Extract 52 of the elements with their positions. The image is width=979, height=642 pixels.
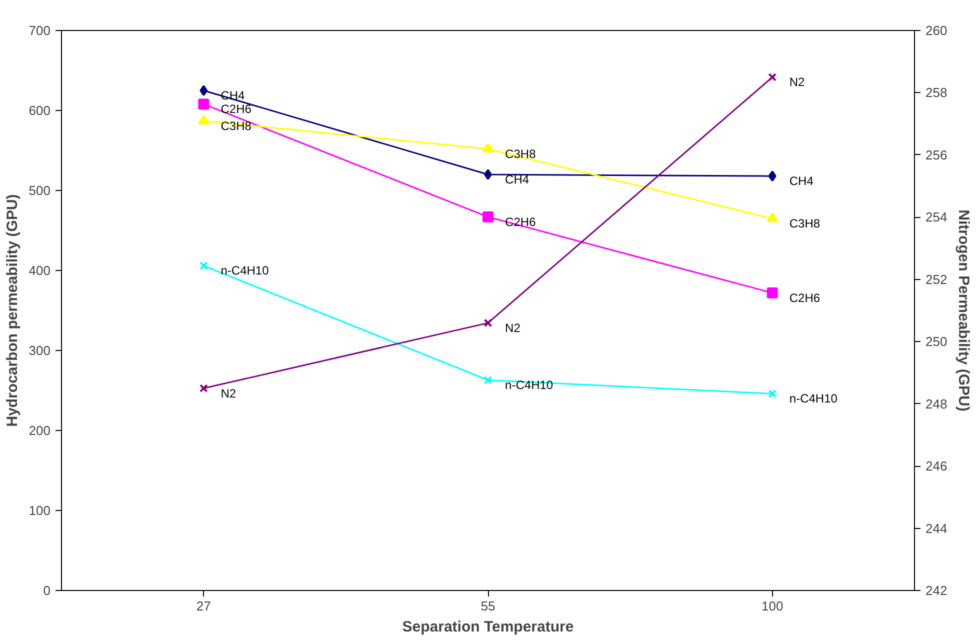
text: N2 bbox=[789, 75, 805, 90]
y-tick-label: 400 bbox=[28, 263, 51, 278]
y2-tick-label: 250 bbox=[926, 334, 948, 350]
y-tick-label: 500 bbox=[28, 183, 51, 198]
x-axis-title: Separation Temperature bbox=[402, 618, 574, 636]
point bbox=[766, 287, 778, 298]
point bbox=[768, 170, 776, 182]
y2-tick-label: 244 bbox=[926, 520, 948, 536]
point bbox=[198, 98, 210, 110]
point bbox=[482, 142, 494, 152]
y2-tick-label: 258 bbox=[926, 85, 948, 100]
point bbox=[768, 72, 777, 82]
text: n-C4H10 bbox=[505, 378, 554, 392]
point bbox=[484, 376, 492, 384]
y2-tick-label: 242 bbox=[926, 583, 948, 598]
text: CH4 bbox=[789, 174, 814, 188]
series-label: n-C4H10 bbox=[220, 264, 270, 278]
point bbox=[484, 169, 492, 180]
y-tick-label: 300 bbox=[28, 343, 51, 358]
y2-tick-label: 248 bbox=[926, 396, 948, 412]
series-label: N2 bbox=[220, 386, 236, 400]
point bbox=[198, 114, 210, 124]
x-tick-label: 100 bbox=[761, 598, 784, 614]
y-tick-label: 600 bbox=[28, 103, 51, 118]
text: C2H6 bbox=[789, 290, 820, 305]
y2-tick-label: 254 bbox=[926, 210, 948, 225]
y-tick-label: 200 bbox=[28, 423, 51, 438]
point bbox=[766, 212, 778, 222]
x-tick-label: 55 bbox=[480, 598, 496, 614]
y2-tick-label: 252 bbox=[926, 272, 948, 287]
point bbox=[199, 262, 208, 270]
text: CH4 bbox=[505, 172, 530, 186]
text: N2 bbox=[505, 320, 520, 335]
text: C3H8 bbox=[789, 216, 820, 230]
point bbox=[199, 384, 208, 392]
y2-tick-label: 256 bbox=[926, 147, 948, 162]
y-tick-label: 100 bbox=[28, 503, 51, 518]
point bbox=[484, 318, 492, 328]
y2-tick-label: 246 bbox=[926, 458, 948, 474]
point bbox=[200, 85, 208, 96]
x-tick-label: 27 bbox=[196, 598, 211, 614]
y2-axis-title: Nitrogen Permeability (GPU) bbox=[955, 210, 972, 412]
text: C2H6 bbox=[220, 102, 252, 116]
y2-tick-label: 260 bbox=[926, 23, 948, 38]
text: n-C4H10 bbox=[789, 392, 838, 406]
y-axis-title: Hydrocarbon permeability (GPU) bbox=[4, 194, 21, 427]
point bbox=[768, 390, 777, 398]
series-label: CH4 bbox=[220, 88, 246, 102]
y-tick-label: 0 bbox=[43, 583, 51, 598]
series-label: C2H6 bbox=[505, 214, 536, 229]
point bbox=[482, 211, 494, 222]
y-tick-label: 700 bbox=[28, 23, 51, 38]
